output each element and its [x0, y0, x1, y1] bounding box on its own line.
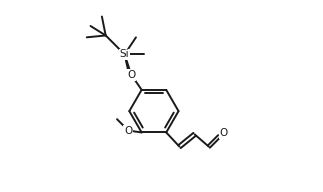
Text: O: O [124, 126, 132, 136]
Text: Si: Si [120, 49, 130, 59]
Text: O: O [220, 128, 228, 138]
Text: O: O [127, 70, 135, 80]
